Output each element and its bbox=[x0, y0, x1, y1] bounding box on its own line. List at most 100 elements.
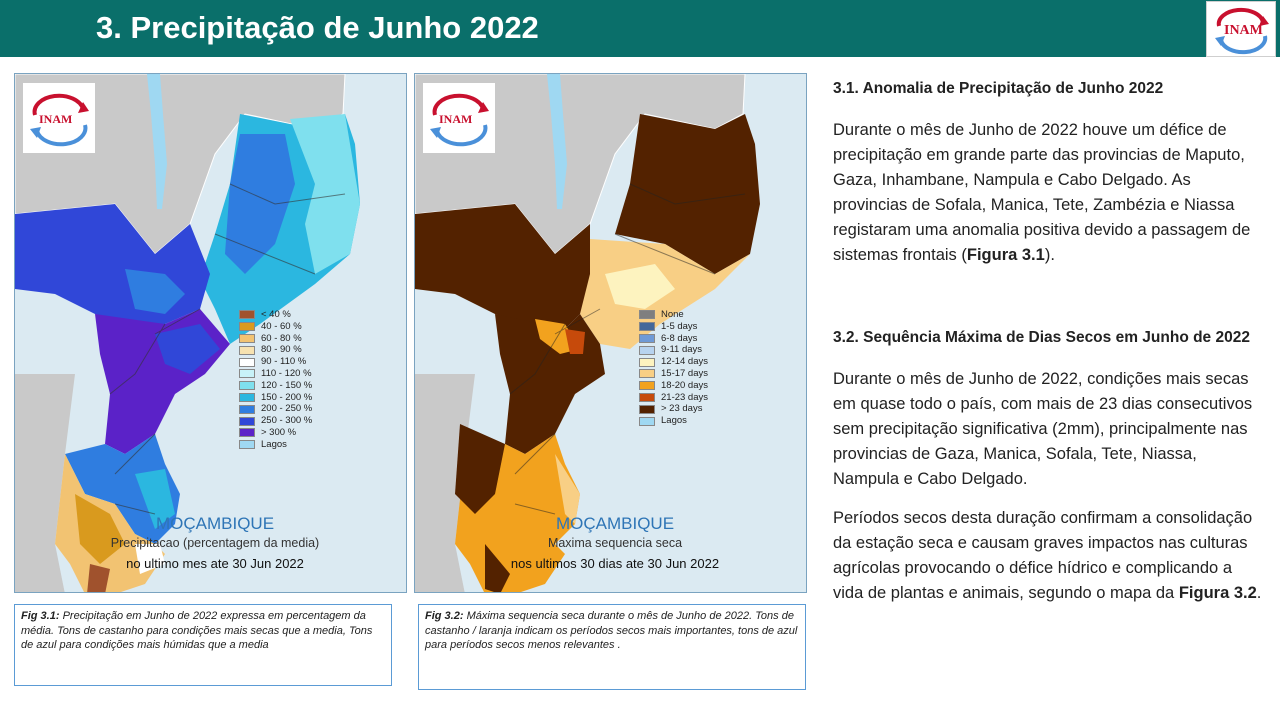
map2-logo-text: INAM bbox=[439, 112, 473, 126]
map1-subtitle: Precipitacao (percentagem da media) bbox=[110, 536, 320, 550]
section-3-2: 3.2. Sequência Máxima de Dias Secos em J… bbox=[833, 325, 1263, 606]
fig1-label: Fig 3.1: bbox=[21, 610, 60, 622]
legend-label: Lagos bbox=[261, 438, 287, 450]
legend-swatch bbox=[239, 392, 255, 402]
legend-item: 150 - 200 % bbox=[239, 392, 312, 404]
legend-label: > 300 % bbox=[261, 426, 297, 438]
legend-swatch bbox=[639, 369, 655, 379]
legend-item: 200 - 250 % bbox=[239, 403, 312, 415]
figure-3-1-caption: Fig 3.1: Precipitação em Junho de 2022 e… bbox=[14, 604, 392, 686]
section-3-2-para2: Períodos secos desta duração confirmam a… bbox=[833, 506, 1263, 606]
legend-label: None bbox=[661, 309, 684, 320]
legend-item: > 300 % bbox=[239, 427, 312, 439]
section-3-1-body: Durante o mês de Junho de 2022 houve um … bbox=[833, 121, 1251, 264]
legend-item: 90 - 110 % bbox=[239, 356, 312, 368]
legend-item: Lagos bbox=[239, 439, 312, 451]
legend-label: 1-5 days bbox=[661, 320, 698, 332]
map1-date: no ultimo mes ate 30 Jun 2022 bbox=[126, 556, 304, 571]
legend-swatch bbox=[239, 333, 255, 343]
section-3-1-text: Durante o mês de Junho de 2022 houve um … bbox=[833, 118, 1263, 268]
legend-swatch bbox=[639, 322, 655, 332]
legend-label: 200 - 250 % bbox=[261, 403, 313, 415]
legend-label: 110 - 120 % bbox=[261, 367, 312, 379]
legend-label: < 40 % bbox=[261, 309, 291, 320]
map1-graphic bbox=[15, 74, 406, 592]
legend-label: 6-8 days bbox=[661, 332, 698, 344]
fig2-text: Máxima sequencia seca durante o mês de J… bbox=[425, 610, 798, 651]
legend-item: None bbox=[639, 309, 708, 321]
legend-item: < 40 % bbox=[239, 309, 312, 321]
legend-swatch bbox=[239, 357, 255, 367]
legend-swatch bbox=[639, 381, 655, 391]
map2-date: nos ultimos 30 dias ate 30 Jun 2022 bbox=[510, 556, 720, 571]
map1-country-name: MOÇAMBIQUE bbox=[155, 514, 275, 533]
legend-swatch bbox=[639, 392, 655, 402]
legend-label: 150 - 200 % bbox=[261, 391, 313, 403]
figure-3-1-reference: Figura 3.1 bbox=[966, 246, 1045, 264]
section-3-2-para1: Durante o mês de Junho de 2022, condiçõe… bbox=[833, 370, 1253, 488]
legend-item: 9-11 days bbox=[639, 344, 708, 356]
legend-swatch bbox=[239, 369, 255, 379]
logo-text: INAM bbox=[1224, 23, 1263, 38]
legend-item: Lagos bbox=[639, 415, 708, 427]
legend-label: 21-23 days bbox=[661, 391, 709, 403]
legend-label: 80 - 90 % bbox=[261, 344, 302, 356]
legend-label: 40 - 60 % bbox=[261, 320, 302, 332]
fig1-text: Precipitação em Junho de 2022 expressa e… bbox=[21, 610, 373, 651]
legend-item: 1-5 days bbox=[639, 321, 708, 333]
legend-swatch bbox=[239, 322, 255, 332]
legend-item: 110 - 120 % bbox=[239, 368, 312, 380]
legend-label: 90 - 110 % bbox=[261, 356, 307, 368]
legend-swatch bbox=[639, 310, 655, 320]
legend-item: 18-20 days bbox=[639, 380, 708, 392]
legend-swatch bbox=[239, 381, 255, 391]
legend-label: 250 - 300 % bbox=[261, 415, 313, 427]
legend-label: 60 - 80 % bbox=[261, 332, 302, 344]
dry-spell-map: INAM None 1-5 days 6-8 days 9-11 days 12-14 … bbox=[414, 73, 807, 593]
legend-item: 80 - 90 % bbox=[239, 344, 312, 356]
legend-label: 9-11 days bbox=[661, 344, 703, 356]
section-3-1: 3.1. Anomalia de Precipitação de Junho 2… bbox=[833, 76, 1263, 268]
legend-swatch bbox=[239, 310, 255, 320]
legend-item: 250 - 300 % bbox=[239, 415, 312, 427]
legend-item: 120 - 150 % bbox=[239, 380, 312, 392]
map2-legend: None 1-5 days 6-8 days 9-11 days 12-14 days 1… bbox=[639, 309, 708, 427]
legend-swatch bbox=[239, 428, 255, 438]
legend-item: 15-17 days bbox=[639, 368, 708, 380]
legend-item: > 23 days bbox=[639, 403, 708, 415]
legend-swatch bbox=[639, 357, 655, 367]
legend-item: 21-23 days bbox=[639, 392, 708, 404]
fig2-label: Fig 3.2: bbox=[425, 610, 464, 622]
page-title: 3. Precipitação de Junho 2022 bbox=[96, 10, 539, 45]
legend-label: 15-17 days bbox=[661, 367, 709, 379]
legend-label: 120 - 150 % bbox=[261, 379, 313, 391]
legend-label: 12-14 days bbox=[661, 356, 709, 368]
section-3-1-heading: 3.1. Anomalia de Precipitação de Junho 2… bbox=[833, 80, 1164, 97]
legend-swatch bbox=[239, 404, 255, 414]
legend-swatch bbox=[639, 333, 655, 343]
legend-swatch bbox=[239, 440, 255, 450]
map2-graphic bbox=[415, 74, 806, 592]
legend-swatch bbox=[639, 416, 655, 426]
map1-logo-icon bbox=[30, 93, 89, 147]
section-3-2-para2-end: . bbox=[1256, 584, 1262, 602]
legend-swatch bbox=[639, 345, 655, 355]
legend-label: Lagos bbox=[661, 415, 687, 427]
legend-item: 6-8 days bbox=[639, 333, 708, 345]
figure-3-2-caption: Fig 3.2: Máxima sequencia seca durante o… bbox=[418, 604, 806, 690]
map1-legend: < 40 % 40 - 60 % 60 - 80 % 80 - 90 % 90 - 11… bbox=[239, 309, 312, 451]
legend-item: 40 - 60 % bbox=[239, 321, 312, 333]
section-3-2-para2-body: Períodos secos desta duração confirmam a… bbox=[833, 509, 1253, 602]
section-3-1-end: ). bbox=[1044, 246, 1055, 264]
map1-logo-text: INAM bbox=[39, 112, 73, 126]
map2-logo-icon bbox=[430, 93, 489, 147]
map1-inam-logo: INAM bbox=[23, 83, 95, 153]
inam-logo: INAM bbox=[1206, 1, 1276, 57]
legend-item: 60 - 80 % bbox=[239, 333, 312, 345]
legend-swatch bbox=[239, 416, 255, 426]
map2-inam-logo: INAM bbox=[423, 83, 495, 153]
title-bar: 3. Precipitação de Junho 2022 INAM bbox=[0, 0, 1280, 57]
legend-label: 18-20 days bbox=[661, 379, 709, 391]
map2-country-name: MOÇAMBIQUE bbox=[555, 514, 675, 533]
inam-logo-icon bbox=[1215, 7, 1269, 55]
